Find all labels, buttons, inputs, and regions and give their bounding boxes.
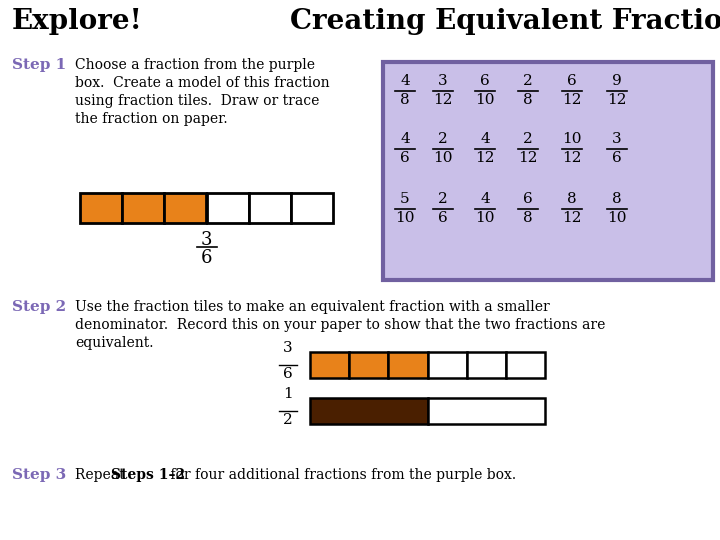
Text: for four additional fractions from the purple box.: for four additional fractions from the p… — [166, 468, 516, 482]
Bar — [383, 62, 713, 280]
Bar — [349, 352, 388, 378]
Text: 10: 10 — [475, 211, 495, 225]
Text: 6: 6 — [567, 74, 577, 88]
Text: 9: 9 — [612, 74, 622, 88]
Text: 4: 4 — [400, 132, 410, 146]
Bar — [164, 193, 207, 223]
Bar — [291, 193, 333, 223]
Text: 10: 10 — [607, 211, 626, 225]
Bar — [80, 193, 122, 223]
Text: 2: 2 — [523, 132, 533, 146]
Text: 12: 12 — [562, 93, 582, 107]
Text: 6: 6 — [201, 249, 212, 267]
Text: Choose a fraction from the purple: Choose a fraction from the purple — [75, 58, 315, 72]
Text: Use the fraction tiles to make an equivalent fraction with a smaller: Use the fraction tiles to make an equiva… — [75, 300, 550, 314]
Bar — [506, 352, 545, 378]
Bar — [207, 193, 248, 223]
Bar — [388, 352, 428, 378]
Text: 12: 12 — [433, 93, 453, 107]
Bar — [467, 352, 506, 378]
Text: 3: 3 — [283, 341, 293, 355]
Text: 2: 2 — [283, 413, 293, 427]
Text: Creating Equivalent Fractions: Creating Equivalent Fractions — [290, 8, 720, 35]
Text: 10: 10 — [395, 211, 415, 225]
Text: 10: 10 — [475, 93, 495, 107]
Text: Explore!: Explore! — [12, 8, 143, 35]
Text: 1: 1 — [283, 387, 293, 401]
Text: 4: 4 — [400, 74, 410, 88]
Text: 6: 6 — [400, 151, 410, 165]
Text: 6: 6 — [438, 211, 448, 225]
Text: 8: 8 — [567, 192, 577, 206]
Text: 12: 12 — [518, 151, 538, 165]
Text: 4: 4 — [480, 192, 490, 206]
Text: 12: 12 — [475, 151, 495, 165]
Bar — [122, 193, 164, 223]
Text: 6: 6 — [612, 151, 622, 165]
Bar — [310, 352, 349, 378]
Bar — [310, 398, 428, 424]
Text: 3: 3 — [438, 74, 448, 88]
Text: 3: 3 — [612, 132, 622, 146]
Text: 8: 8 — [523, 93, 533, 107]
Text: 10: 10 — [433, 151, 453, 165]
Text: Step 3: Step 3 — [12, 468, 66, 482]
Bar — [428, 352, 467, 378]
Text: 8: 8 — [400, 93, 410, 107]
Text: 2: 2 — [523, 74, 533, 88]
Text: 2: 2 — [438, 132, 448, 146]
Text: denominator.  Record this on your paper to show that the two fractions are: denominator. Record this on your paper t… — [75, 318, 606, 332]
Text: box.  Create a model of this fraction: box. Create a model of this fraction — [75, 76, 330, 90]
Text: 6: 6 — [283, 367, 293, 381]
Text: the fraction on paper.: the fraction on paper. — [75, 112, 228, 126]
Text: Repeat: Repeat — [75, 468, 129, 482]
Text: 2: 2 — [438, 192, 448, 206]
Text: using fraction tiles.  Draw or trace: using fraction tiles. Draw or trace — [75, 94, 320, 108]
Text: 12: 12 — [607, 93, 626, 107]
Text: Step 1: Step 1 — [12, 58, 66, 72]
Text: 12: 12 — [562, 151, 582, 165]
Bar — [428, 398, 545, 424]
Text: 12: 12 — [562, 211, 582, 225]
Text: Steps 1–2: Steps 1–2 — [111, 468, 185, 482]
Text: 8: 8 — [523, 211, 533, 225]
Text: 6: 6 — [523, 192, 533, 206]
Text: 6: 6 — [480, 74, 490, 88]
Text: 3: 3 — [201, 231, 212, 249]
Bar — [248, 193, 291, 223]
Text: equivalent.: equivalent. — [75, 336, 153, 350]
Text: 5: 5 — [400, 192, 410, 206]
Text: 10: 10 — [562, 132, 582, 146]
Text: 4: 4 — [480, 132, 490, 146]
Text: Step 2: Step 2 — [12, 300, 66, 314]
Text: 8: 8 — [612, 192, 622, 206]
